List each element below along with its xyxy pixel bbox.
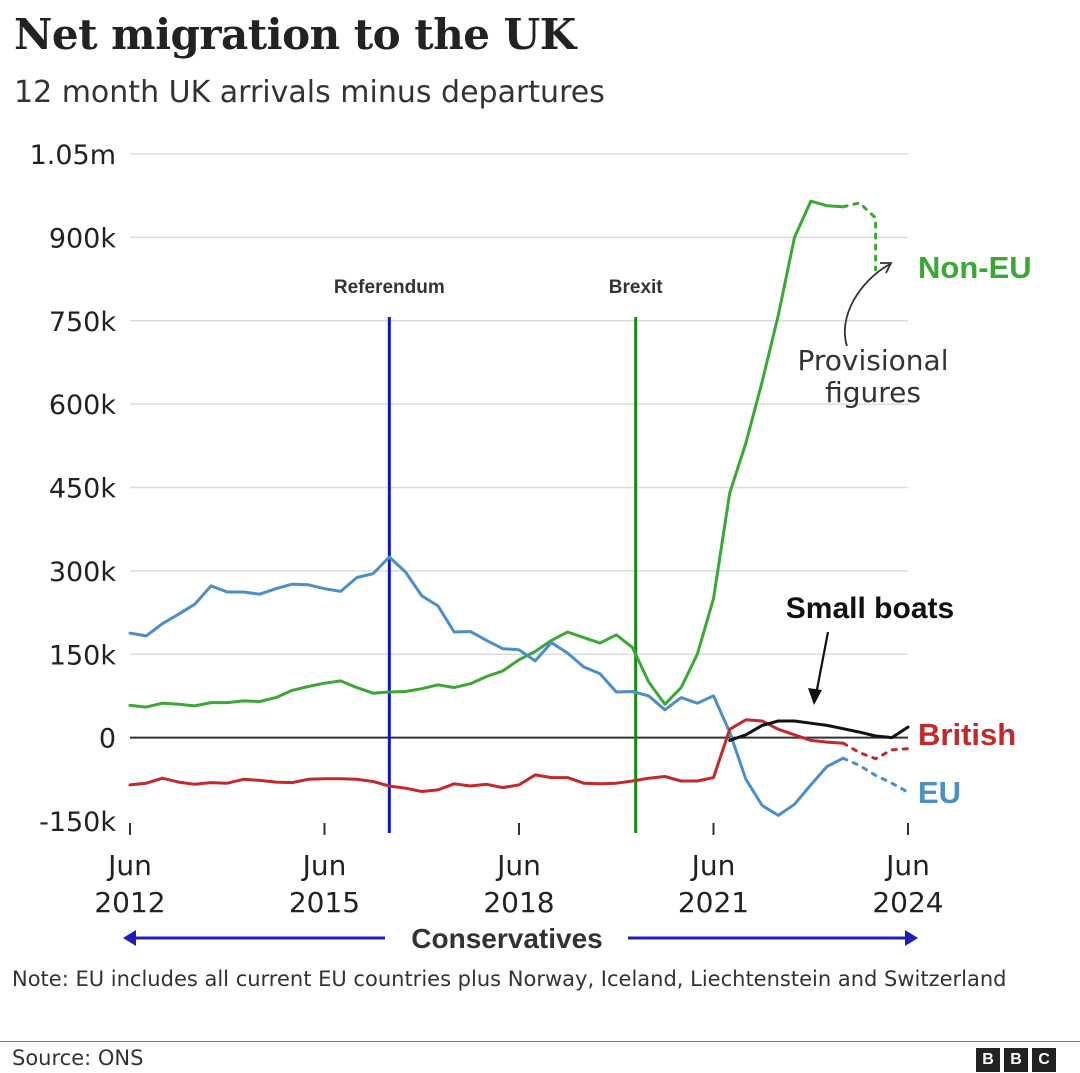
series-line-non-eu (128, 199, 845, 709)
era-arrowhead-right (905, 930, 918, 946)
y-tick-label: -150k (39, 807, 116, 838)
y-tick-label: 300k (49, 557, 117, 588)
bbc-logo: B B C (976, 1048, 1056, 1072)
x-tick-label: 2018 (483, 886, 554, 919)
series-label-eu: EU (918, 775, 961, 810)
provisional-line-british (841, 741, 910, 761)
event-label: Brexit (609, 277, 664, 298)
y-tick-label: 750k (49, 307, 117, 338)
series-label-small-boats: Small boats (786, 592, 954, 625)
small-boats-pointer (813, 631, 830, 701)
chart-canvas: 1.05m 900k 750k 600k 450k 300k 150k 0 -150k Refe… (30, 140, 1032, 954)
series-label-non-eu: Non-EU (918, 250, 1032, 285)
y-tick-label: 0 (99, 724, 116, 755)
provisional-line-eu (841, 756, 910, 794)
x-tick-label: Jun (301, 849, 347, 882)
series-line-british (128, 718, 845, 793)
series-line-small-boats (728, 719, 910, 742)
x-tick-label: 2024 (872, 886, 943, 919)
x-tick-label: Jun (106, 849, 152, 882)
small-boats-pointer-head (808, 688, 822, 705)
annotation-provisional: Provisional (798, 344, 949, 377)
era-label: Conservatives (411, 923, 602, 954)
y-tick-label: 150k (49, 640, 117, 671)
chart-title: Net migration to the UK (14, 10, 576, 59)
y-tick-label: 900k (49, 223, 117, 254)
x-tick-label: 2021 (678, 886, 749, 919)
chart-subtitle: 12 month UK arrivals minus departures (14, 75, 605, 110)
y-tick-label: 600k (49, 390, 117, 421)
chart-note: Note: EU includes all current EU countri… (12, 967, 1007, 991)
footer-divider (0, 1041, 1080, 1042)
x-tick-label: 2012 (94, 886, 165, 919)
series-line-eu (128, 555, 845, 817)
logo-letter: C (1032, 1048, 1056, 1072)
provisional-line-non-eu (841, 201, 878, 272)
annotation-provisional: figures (825, 376, 921, 409)
event-label: Referendum (334, 277, 445, 298)
logo-letter: B (976, 1048, 1000, 1072)
provisional-pointer-head (880, 262, 893, 274)
y-tick-label: 450k (49, 474, 117, 505)
x-tick-label: 2015 (289, 886, 360, 919)
era-arrowhead-left (123, 930, 136, 946)
x-tick-label: Jun (884, 849, 930, 882)
x-tick-label: Jun (495, 849, 541, 882)
logo-letter: B (1004, 1048, 1028, 1072)
provisional-pointer (843, 263, 891, 347)
series-label-british: British (918, 717, 1016, 752)
x-tick-label: Jun (690, 849, 736, 882)
source-credit: Source: ONS (12, 1046, 144, 1070)
y-tick-label: 1.05m (30, 140, 116, 171)
